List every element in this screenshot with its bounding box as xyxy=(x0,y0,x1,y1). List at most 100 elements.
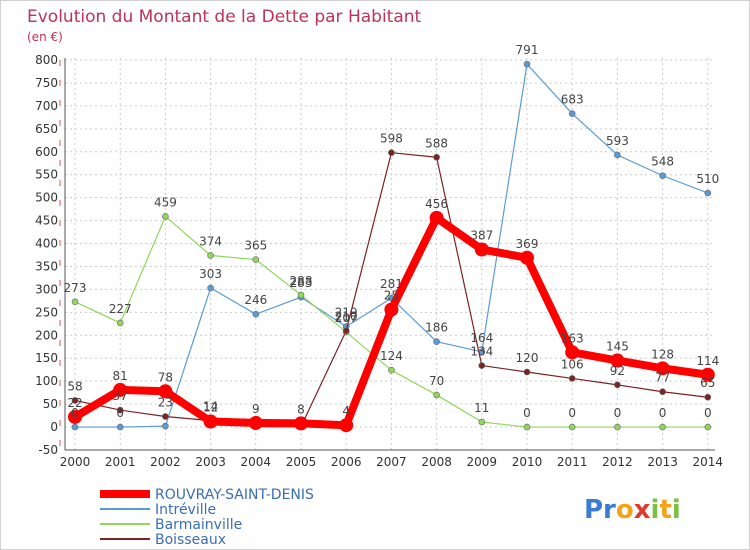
data-point xyxy=(700,367,715,382)
data-point xyxy=(294,416,308,431)
data-label: 65 xyxy=(700,376,715,390)
y-tick-label: 450 xyxy=(35,214,58,228)
data-point xyxy=(342,327,350,335)
x-tick-label: 2008 xyxy=(421,455,452,469)
y-tick-label: 200 xyxy=(35,328,58,342)
data-label: 283 xyxy=(290,276,313,290)
data-label: 134 xyxy=(470,345,493,359)
data-point xyxy=(568,375,576,382)
data-point xyxy=(384,302,399,317)
data-point xyxy=(71,298,79,306)
data-point xyxy=(429,210,444,225)
data-point xyxy=(162,213,169,220)
legend-label: Intréville xyxy=(155,502,216,518)
x-tick-label: 2014 xyxy=(693,455,724,469)
data-label: 186 xyxy=(425,321,448,335)
x-tick-label: 2011 xyxy=(557,455,588,469)
data-label: 510 xyxy=(696,172,719,186)
series-barmainville xyxy=(71,213,712,431)
data-label: 456 xyxy=(425,197,448,211)
data-label: 0 xyxy=(614,406,622,420)
data-label: 288 xyxy=(290,274,313,288)
y-tick-label: 550 xyxy=(35,168,58,182)
legend-label: Barmainville xyxy=(155,517,242,533)
data-label: 0 xyxy=(659,406,667,420)
data-point xyxy=(614,151,621,159)
x-tick-label: 2012 xyxy=(602,455,633,469)
data-label: 92 xyxy=(610,364,625,378)
grid-layer xyxy=(65,58,715,451)
data-label: 210 xyxy=(335,310,358,324)
data-point xyxy=(162,422,169,430)
data-label: 227 xyxy=(109,302,132,316)
data-label: 374 xyxy=(199,234,222,248)
data-point xyxy=(568,110,576,117)
x-tick-label: 2004 xyxy=(241,455,272,469)
data-label: 683 xyxy=(561,93,584,107)
y-tick-label: 700 xyxy=(35,99,58,113)
data-label: 114 xyxy=(696,354,719,368)
x-tick-label: 2002 xyxy=(150,455,181,469)
data-point xyxy=(523,423,531,431)
data-label: 593 xyxy=(606,134,629,148)
data-point xyxy=(207,252,214,259)
data-point xyxy=(113,382,128,397)
y-tick-label: -50 xyxy=(38,443,58,457)
data-label: 78 xyxy=(158,370,173,384)
data-label: 0 xyxy=(704,406,712,420)
data-point xyxy=(704,393,712,401)
data-point xyxy=(68,409,82,424)
y-tick-label: 250 xyxy=(35,305,58,319)
y-tick-label: 0 xyxy=(50,420,58,434)
y-tick-label: 750 xyxy=(35,76,58,90)
data-label: 459 xyxy=(154,195,177,209)
y-tick-label: 100 xyxy=(35,374,58,388)
data-label: 0 xyxy=(116,406,124,420)
y-tick-label: 400 xyxy=(35,237,58,251)
data-label: 124 xyxy=(380,349,403,363)
data-label: 70 xyxy=(429,374,444,388)
data-point xyxy=(252,310,260,318)
data-point xyxy=(158,384,173,399)
data-point xyxy=(614,381,621,389)
data-label: 164 xyxy=(470,331,493,345)
data-point xyxy=(614,423,621,431)
data-point xyxy=(704,189,712,197)
data-point xyxy=(71,397,79,404)
data-label: 791 xyxy=(516,43,539,57)
x-tick-label: 2009 xyxy=(467,455,498,469)
chart-subtitle: (en €) xyxy=(27,30,63,44)
data-point xyxy=(433,153,440,161)
data-label: 81 xyxy=(113,369,128,383)
data-point xyxy=(116,406,124,414)
data-point xyxy=(433,391,440,399)
data-point xyxy=(478,418,486,426)
data-point xyxy=(252,256,260,263)
data-point xyxy=(433,338,440,346)
data-label: 387 xyxy=(470,228,493,242)
data-point xyxy=(474,242,489,257)
series-layer xyxy=(68,60,715,433)
data-label: 106 xyxy=(561,357,584,371)
data-label: 145 xyxy=(606,340,629,354)
data-label: 365 xyxy=(244,239,267,253)
data-label: 77 xyxy=(655,371,670,385)
y-tick-label: 150 xyxy=(35,351,58,365)
data-label: 14 xyxy=(203,400,218,414)
x-tick-label: 2005 xyxy=(286,455,317,469)
data-label: 58 xyxy=(67,379,82,393)
series-rouvray-saint-denis xyxy=(68,210,715,433)
data-point xyxy=(71,423,79,431)
chart-title: Evolution du Montant de la Dette par Hab… xyxy=(27,7,422,27)
x-tick-label: 2006 xyxy=(331,455,362,469)
data-label: 219 xyxy=(335,306,358,320)
y-tick-label: 350 xyxy=(35,259,58,273)
data-point xyxy=(655,361,670,376)
data-point xyxy=(207,284,214,292)
data-label: 128 xyxy=(651,347,674,361)
y-tick-label: 800 xyxy=(35,53,58,67)
y-tick-label: 50 xyxy=(43,397,58,411)
legend: ROUVRAY-SAINT-DENISIntrévilleBarmainvill… xyxy=(100,487,314,548)
